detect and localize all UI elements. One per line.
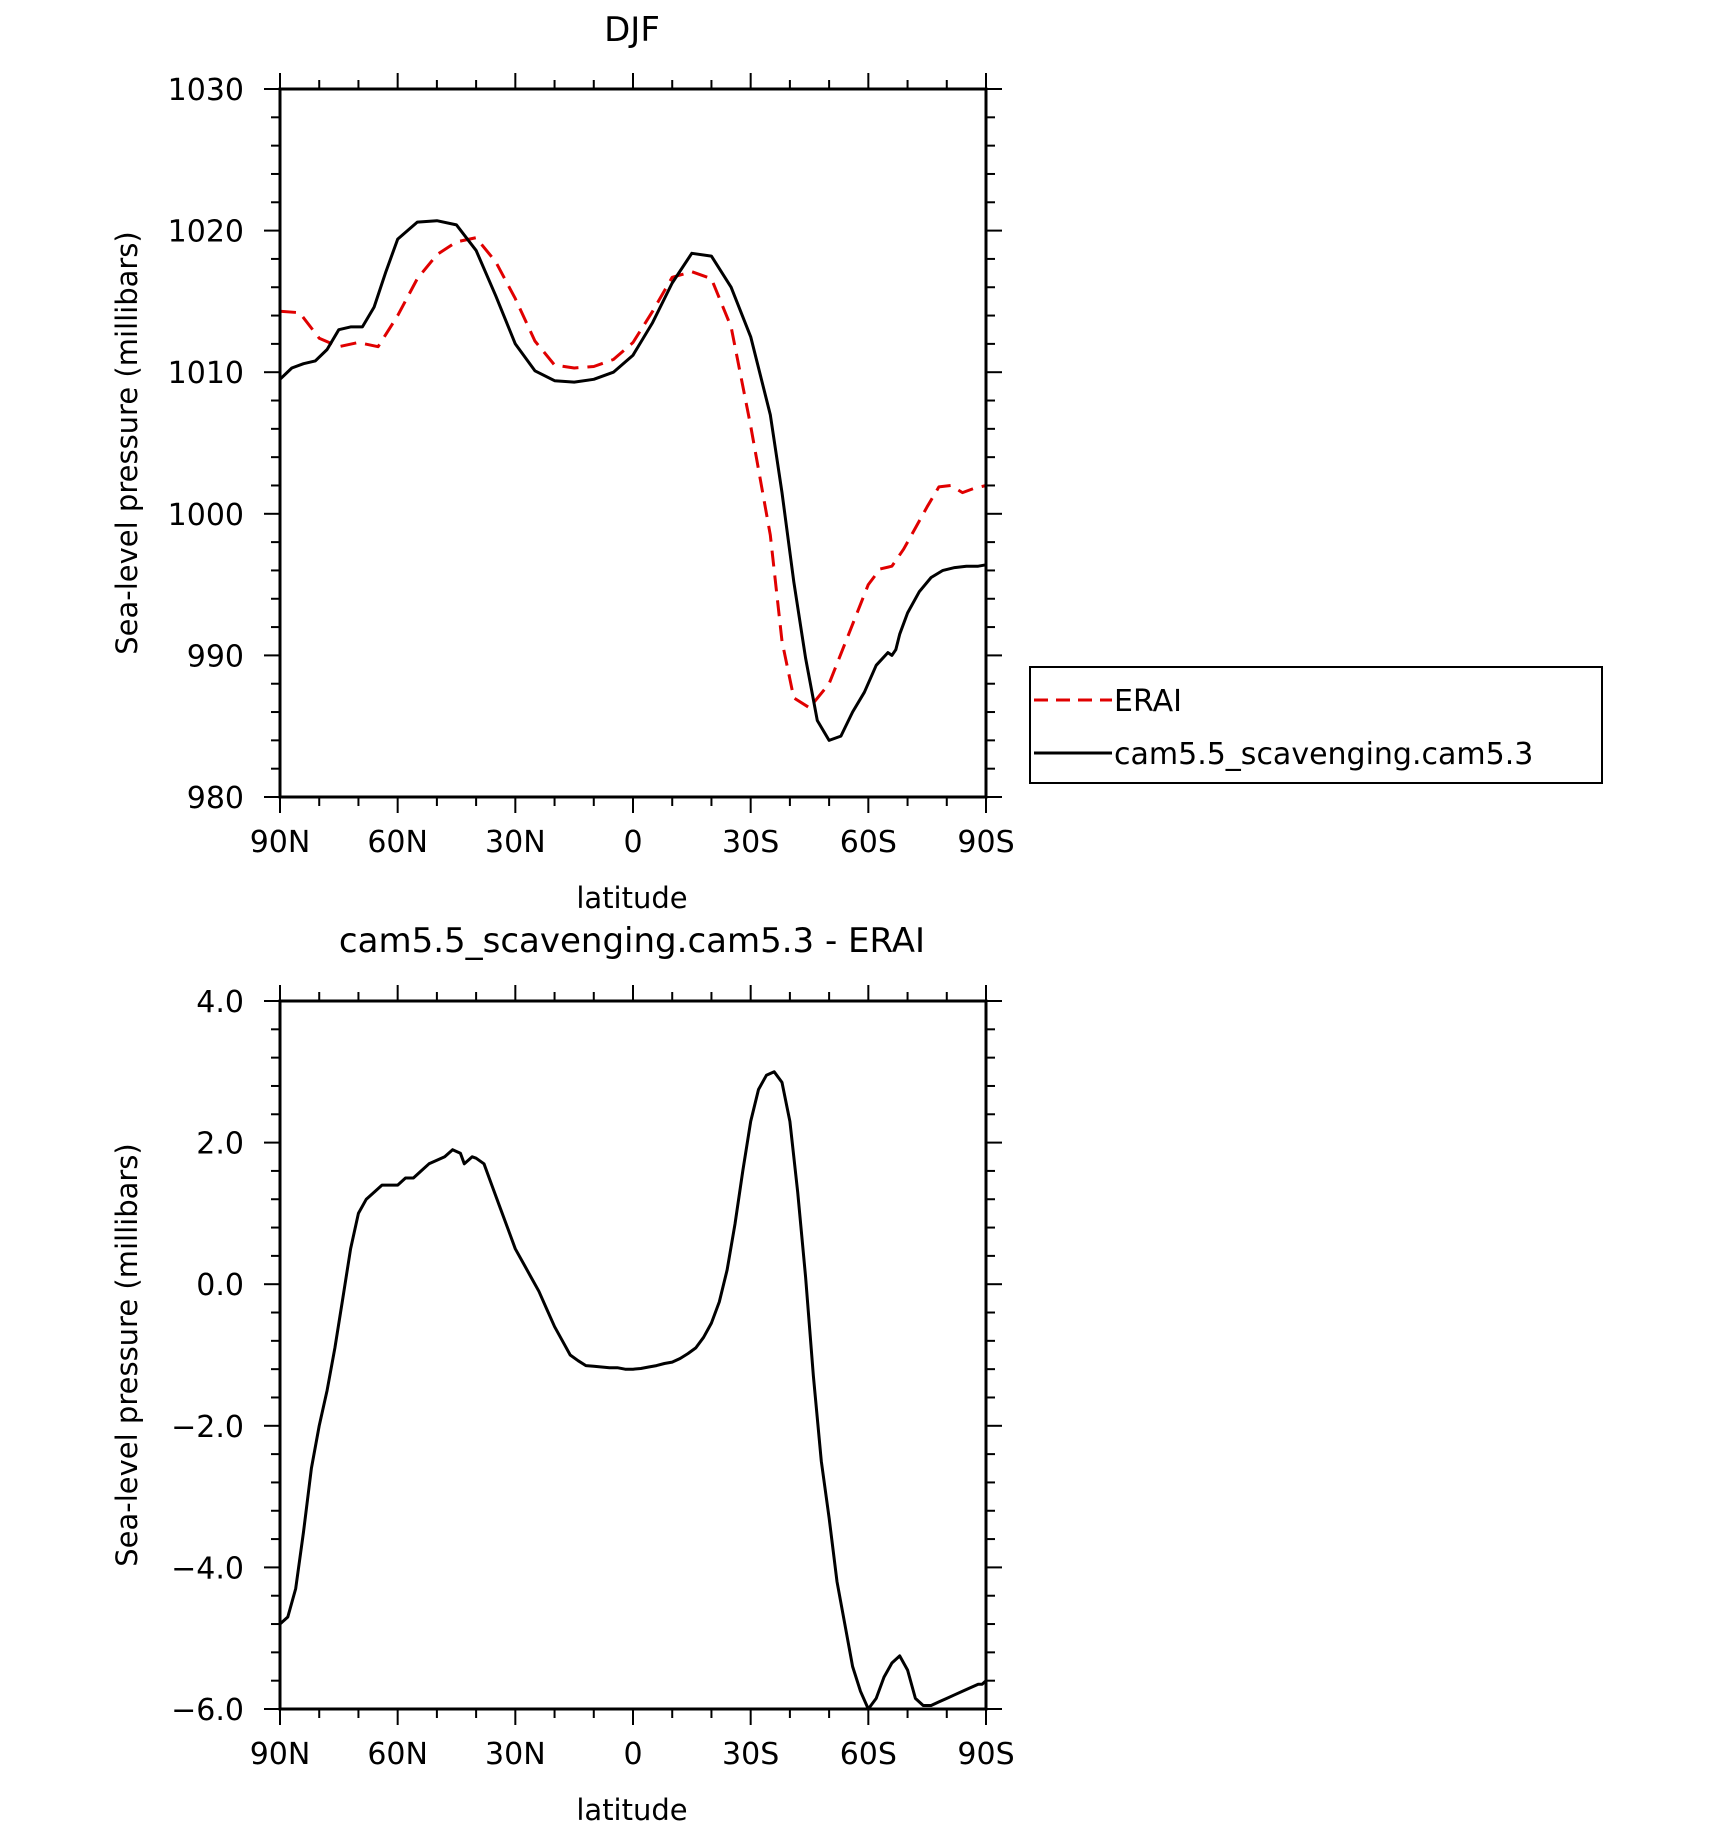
x-tick-label: 90N (250, 1737, 311, 1772)
y-tick-label: −6.0 (171, 1693, 244, 1728)
x-tick-labels-top: 90N 60N 30N 0 30S 60S 90S (250, 825, 1015, 860)
x-tick-label: 90S (957, 1737, 1014, 1772)
panel-djf: DJF 90N 60N 30N 0 30S 60S 90S 980 990 1000 1010 10… (110, 10, 1603, 915)
x-tick-label: 30S (722, 825, 779, 860)
y-tick-label: 1000 (168, 498, 244, 533)
y-tick-label: 2.0 (196, 1127, 244, 1162)
plot-frame-top (278, 87, 988, 799)
y-tick-labels-bottom: −6.0 −4.0 −2.0 0.0 2.0 4.0 (171, 985, 244, 1728)
ticks-top (264, 73, 1002, 813)
y-tick-label: 1030 (168, 73, 244, 108)
y-tick-label: 980 (187, 781, 244, 816)
x-tick-label: 30S (722, 1737, 779, 1772)
x-axis-title-top: latitude (576, 881, 687, 915)
x-axis-title-bottom: latitude (576, 1793, 687, 1827)
y-tick-label: 990 (187, 639, 244, 674)
y-tick-label: −2.0 (171, 1410, 244, 1445)
series-line-top-cam5-5-scavenging-cam5-3 (278, 219, 987, 742)
legend-box (1029, 666, 1603, 784)
plot-frame-bottom (278, 999, 988, 1711)
x-tick-label: 60S (840, 825, 897, 860)
y-tick-label: 4.0 (196, 985, 244, 1020)
x-tick-label: 0 (623, 825, 642, 860)
x-tick-label: 60N (367, 825, 428, 860)
series-line-bottom-series-0 (278, 1070, 988, 1711)
y-tick-label: 1010 (168, 356, 244, 391)
ticks-bottom (264, 985, 1002, 1725)
series-bottom (278, 1070, 988, 1711)
x-tick-label: 30N (485, 825, 546, 860)
x-tick-label: 0 (623, 1737, 642, 1772)
legend-label-erai: ERAI (1114, 684, 1182, 719)
legend-label-cam: cam5.5_scavenging.cam5.3 (1114, 737, 1533, 772)
series-line-top-erai (279, 236, 987, 710)
chart-title-difference: cam5.5_scavenging.cam5.3 - ERAI (339, 921, 925, 961)
x-tick-label: 60S (840, 1737, 897, 1772)
legend: ERAI cam5.5_scavenging.cam5.3 (1029, 666, 1603, 784)
y-tick-label: 0.0 (196, 1268, 244, 1303)
panel-difference: cam5.5_scavenging.cam5.3 - ERAI 90N 60N 30… (110, 921, 1015, 1827)
x-tick-label: 60N (367, 1737, 428, 1772)
series-top (278, 219, 987, 742)
y-axis-title-bottom: Sea-level pressure (millibars) (110, 1143, 144, 1566)
y-tick-label: −4.0 (171, 1551, 244, 1586)
x-tick-labels-bottom: 90N 60N 30N 0 30S 60S 90S (250, 1737, 1015, 1772)
chart-title-djf: DJF (604, 10, 660, 50)
y-tick-label: 1020 (168, 215, 244, 250)
x-tick-label: 30N (485, 1737, 546, 1772)
x-tick-label: 90S (957, 825, 1014, 860)
y-tick-labels-top: 980 990 1000 1010 1020 1030 (168, 73, 244, 816)
x-tick-label: 90N (250, 825, 311, 860)
y-axis-title-top: Sea-level pressure (millibars) (110, 231, 144, 654)
